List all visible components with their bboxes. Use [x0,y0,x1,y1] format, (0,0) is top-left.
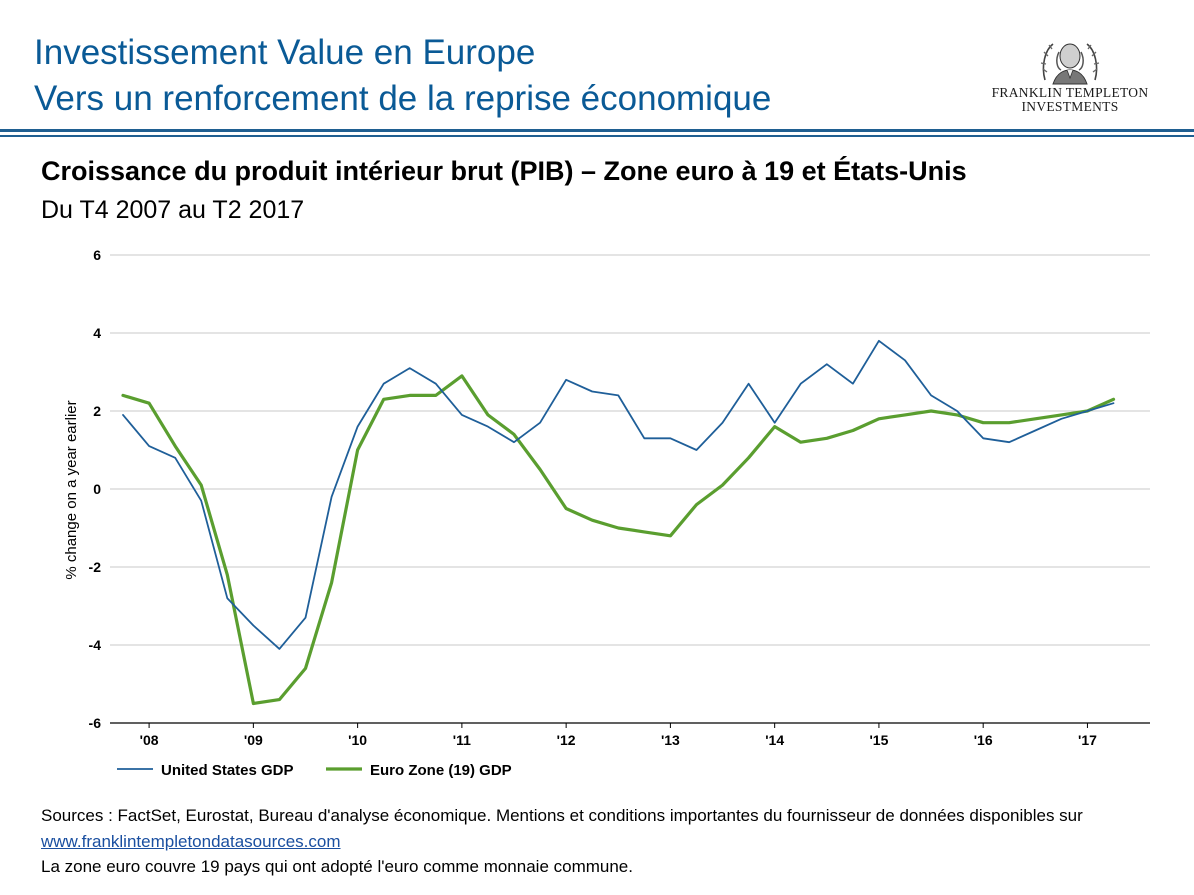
sources-link[interactable]: www.franklintempletondatasources.com [41,832,341,851]
x-tick-label: '15 [869,732,888,748]
franklin-templeton-logo: FRANKLIN TEMPLETON INVESTMENTS [980,36,1160,122]
x-tick-label: '12 [557,732,576,748]
us-gdp-line [122,339,1115,650]
y-tick-label: 2 [93,403,101,419]
y-axis-label: % change on a year earlier [63,400,80,579]
y-tick-label: -4 [89,637,102,653]
header-rule-thin [0,135,1194,137]
euro-zone-gdp-line [121,374,1116,706]
header-rule-thick [0,129,1194,132]
x-tick-label: '17 [1078,732,1097,748]
x-tick-label: '11 [453,732,471,748]
chart-subtitle: Du T4 2007 au T2 2017 [41,196,305,224]
logo-line-2: INVESTMENTS [1021,99,1119,114]
x-tick-label: '08 [140,732,159,748]
series-lines [121,339,1116,706]
legend: United States GDP Euro Zone (19) GDP [117,762,512,779]
sources-note: Sources : FactSet, Eurostat, Bureau d'an… [41,803,1161,855]
logo-line-1: FRANKLIN TEMPLETON [991,85,1149,100]
legend-label: Euro Zone (19) GDP [370,762,512,779]
y-tick-label: 0 [93,481,101,497]
y-axis-ticks: -6 -4 -2 0 2 4 6 [89,247,102,731]
chart-title: Croissance du produit intérieur brut (PI… [41,156,967,186]
page-title: Investissement Value en Europe Vers un r… [34,30,771,122]
footnote: La zone euro couvre 19 pays qui ont adop… [41,857,633,876]
title-line-2: Vers un renforcement de la reprise écono… [34,79,772,118]
gdp-line-chart: -6 -4 -2 0 2 4 6 '08 '09 '10 '11 '12 '13 '14 '15 '16 '1… [63,247,1150,779]
x-tick-label: '09 [244,732,263,748]
benjamin-franklin-portrait-icon [1040,43,1100,85]
y-tick-label: -6 [89,715,102,731]
y-tick-label: 4 [93,325,101,341]
title-line-1: Investissement Value en Europe [34,33,536,72]
x-tick-label: '13 [661,732,680,748]
gridlines [110,254,1150,724]
x-axis-ticks: '08 '09 '10 '11 '12 '13 '14 '15 '16 '17 [140,723,1097,748]
x-tick-label: '10 [348,732,367,748]
y-tick-label: 6 [93,247,101,263]
x-tick-label: '16 [974,732,993,748]
y-tick-label: -2 [89,559,102,575]
legend-label: United States GDP [161,762,294,779]
sources-text: Sources : FactSet, Eurostat, Bureau d'an… [41,806,1083,825]
x-tick-label: '14 [765,732,784,748]
